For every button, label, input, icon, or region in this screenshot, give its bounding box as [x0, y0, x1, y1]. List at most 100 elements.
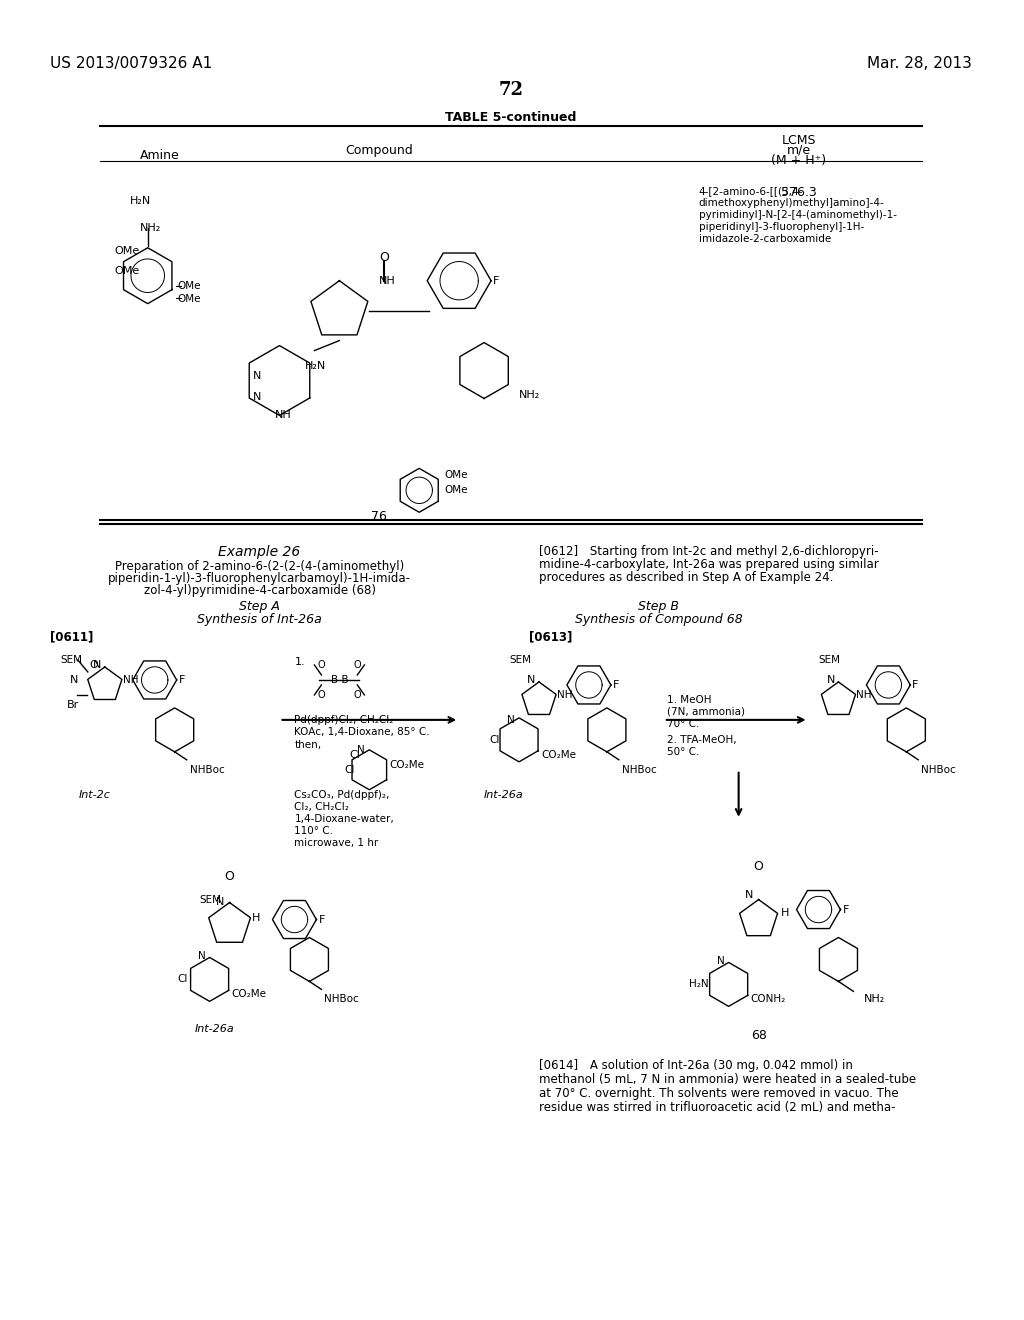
Text: O: O [90, 660, 98, 671]
Text: NH₂: NH₂ [863, 994, 885, 1005]
Text: N: N [198, 952, 206, 961]
Text: NH: NH [123, 675, 138, 685]
Text: Amine: Amine [140, 149, 179, 162]
Text: (M + H⁺): (M + H⁺) [771, 154, 826, 166]
Text: pyrimidinyl]-N-[2-[4-(aminomethyl)-1-: pyrimidinyl]-N-[2-[4-(aminomethyl)-1- [698, 210, 897, 220]
Text: Cl₂, CH₂Cl₂: Cl₂, CH₂Cl₂ [295, 801, 349, 812]
Text: F: F [843, 904, 849, 915]
Text: midine-4-carboxylate, Int-26a was prepared using similar: midine-4-carboxylate, Int-26a was prepar… [539, 558, 879, 572]
Text: Int-2c: Int-2c [79, 789, 111, 800]
Text: H₂N: H₂N [689, 979, 709, 990]
Text: Step A: Step A [239, 601, 280, 612]
Text: CO₂Me: CO₂Me [541, 750, 577, 760]
Text: Compound: Compound [345, 144, 413, 157]
Text: N: N [93, 660, 101, 671]
Text: OMe: OMe [444, 470, 468, 480]
Text: H₂N: H₂N [304, 360, 326, 371]
Text: then,: then, [295, 739, 322, 750]
Text: N: N [70, 675, 78, 685]
Text: O: O [353, 660, 361, 671]
Text: NHBoc: NHBoc [622, 764, 656, 775]
Text: OMe: OMe [115, 265, 140, 276]
Text: 1.: 1. [295, 657, 305, 667]
Text: SEM: SEM [200, 895, 221, 904]
Text: NH₂: NH₂ [139, 223, 161, 232]
Text: Synthesis of Int-26a: Synthesis of Int-26a [198, 612, 322, 626]
Text: Int-26a: Int-26a [195, 1024, 234, 1035]
Text: Mar. 28, 2013: Mar. 28, 2013 [867, 57, 972, 71]
Text: [0613]: [0613] [529, 630, 572, 643]
Text: SEM: SEM [818, 655, 841, 665]
Text: 72: 72 [499, 81, 523, 99]
Text: F: F [912, 680, 919, 690]
Text: 50° C.: 50° C. [667, 747, 699, 756]
Text: CO₂Me: CO₂Me [389, 760, 424, 770]
Text: 110° C.: 110° C. [295, 826, 334, 836]
Text: H: H [252, 912, 260, 923]
Text: OMe: OMe [178, 281, 201, 290]
Text: Cl: Cl [344, 764, 354, 775]
Text: LCMS: LCMS [781, 133, 816, 147]
Text: at 70° C. overnight. Th solvents were removed in vacuo. The: at 70° C. overnight. Th solvents were re… [539, 1088, 899, 1100]
Text: procedures as described in Step A of Example 24.: procedures as described in Step A of Exa… [539, 572, 834, 585]
Text: Pd(dppf)Cl₂, CH₂Cl₂: Pd(dppf)Cl₂, CH₂Cl₂ [295, 715, 394, 725]
Text: Cl: Cl [489, 735, 500, 744]
Text: CONH₂: CONH₂ [751, 994, 785, 1005]
Text: N: N [744, 890, 753, 899]
Text: 70° C.: 70° C. [667, 719, 699, 729]
Text: CO₂Me: CO₂Me [231, 990, 266, 999]
Text: Step B: Step B [638, 601, 679, 612]
Text: NHBoc: NHBoc [325, 994, 359, 1005]
Text: dimethoxyphenyl)methyl]amino]-4-: dimethoxyphenyl)methyl]amino]-4- [698, 198, 885, 207]
Text: Cl: Cl [349, 750, 360, 760]
Text: microwave, 1 hr: microwave, 1 hr [295, 838, 379, 847]
Text: KOAc, 1,4-Dioxane, 85° C.: KOAc, 1,4-Dioxane, 85° C. [295, 727, 430, 737]
Text: NH₂: NH₂ [519, 391, 541, 400]
Text: [0614] A solution of Int-26a (30 mg, 0.042 mmol) in: [0614] A solution of Int-26a (30 mg, 0.0… [539, 1059, 853, 1072]
Text: Cl: Cl [178, 974, 188, 985]
Text: O: O [317, 660, 326, 671]
Text: TABLE 5-continued: TABLE 5-continued [445, 111, 577, 124]
Text: NH: NH [274, 411, 291, 421]
Text: [0612] Starting from Int-2c and methyl 2,6-dichloropyri-: [0612] Starting from Int-2c and methyl 2… [539, 545, 879, 558]
Text: N: N [826, 675, 835, 685]
Text: 68: 68 [751, 1030, 767, 1043]
Text: F: F [318, 915, 325, 924]
Text: NH: NH [557, 690, 572, 700]
Text: N: N [253, 392, 261, 403]
Text: N: N [527, 675, 536, 685]
Text: OMe: OMe [444, 486, 468, 495]
Text: O: O [353, 690, 361, 700]
Text: [0611]: [0611] [50, 630, 93, 643]
Text: residue was stirred in trifluoroacetic acid (2 mL) and metha-: residue was stirred in trifluoroacetic a… [539, 1101, 896, 1114]
Text: N: N [717, 957, 724, 966]
Text: imidazole-2-carboxamide: imidazole-2-carboxamide [698, 234, 830, 244]
Text: 76: 76 [372, 511, 387, 523]
Text: (7N, ammonia): (7N, ammonia) [667, 708, 744, 717]
Text: Int-26a: Int-26a [484, 789, 524, 800]
Text: NHBoc: NHBoc [922, 764, 956, 775]
Text: N: N [507, 715, 515, 725]
Text: Br: Br [67, 700, 79, 710]
Text: Preparation of 2-amino-6-(2-(2-(4-(aminomethyl): Preparation of 2-amino-6-(2-(2-(4-(amino… [115, 560, 404, 573]
Text: F: F [178, 675, 185, 685]
Text: piperidin-1-yl)-3-fluorophenylcarbamoyl)-1H-imida-: piperidin-1-yl)-3-fluorophenylcarbamoyl)… [108, 572, 411, 585]
Text: 2. TFA-MeOH,: 2. TFA-MeOH, [667, 735, 736, 744]
Text: O: O [224, 870, 234, 883]
Text: H: H [780, 908, 788, 917]
Text: 576.3: 576.3 [780, 186, 816, 199]
Text: F: F [494, 276, 500, 285]
Text: Example 26: Example 26 [218, 545, 301, 560]
Text: piperidinyl]-3-fluorophenyl]-1H-: piperidinyl]-3-fluorophenyl]-1H- [698, 222, 864, 232]
Text: US 2013/0079326 A1: US 2013/0079326 A1 [50, 57, 212, 71]
Text: m/e: m/e [786, 144, 811, 157]
Text: O: O [317, 690, 326, 700]
Text: methanol (5 mL, 7 N in ammonia) were heated in a sealed-tube: methanol (5 mL, 7 N in ammonia) were hea… [539, 1073, 916, 1086]
Text: 4-[2-amino-6-[[(3,4-: 4-[2-amino-6-[[(3,4- [698, 186, 803, 195]
Text: SEM: SEM [59, 655, 82, 665]
Text: OMe: OMe [115, 246, 140, 256]
Text: NH: NH [856, 690, 871, 700]
Text: NHBoc: NHBoc [189, 764, 224, 775]
Text: 1. MeOH: 1. MeOH [667, 694, 712, 705]
Text: SEM: SEM [509, 655, 531, 665]
